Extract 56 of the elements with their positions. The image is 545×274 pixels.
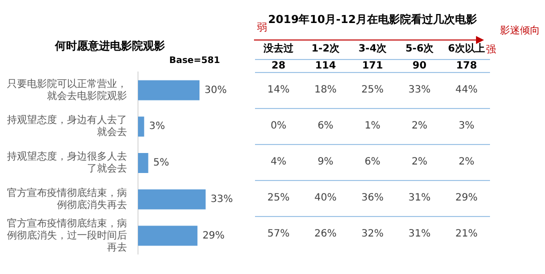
text: 21% [455, 228, 478, 240]
data-label: 29% [202, 230, 225, 242]
category-label: 3-4次 [358, 42, 388, 55]
text: 178 [456, 60, 477, 72]
chart-subtitle: Base=581 [169, 56, 220, 66]
bar [138, 80, 200, 100]
y-tick-label: 只要电影院可以正常营业，就会去电影院观影 [7, 78, 127, 102]
text: 90 [412, 60, 426, 72]
y-tick-label: 官方宣布疫情彻底结束，病例彻底消失，过一段时间后再去 [7, 217, 127, 254]
bar [138, 189, 206, 210]
text: 1% [364, 120, 380, 132]
text: 弱 [257, 22, 267, 34]
text: 32% [361, 228, 384, 240]
y-tick-label: 持观望态度，身边有人去了就会去 [7, 114, 127, 138]
y-tick-label: 官方宣布疫情彻底结束，病例彻底消失再去 [7, 186, 127, 211]
text: 6% [318, 120, 334, 132]
data-label: 33% [210, 194, 233, 205]
data-label: 5% [153, 158, 170, 169]
text: 25% [267, 192, 290, 204]
data-label: 30% [204, 84, 227, 96]
text: 114 [315, 60, 336, 72]
text: 2% [412, 120, 428, 132]
text: 29% [455, 192, 478, 204]
bar [138, 116, 144, 137]
text: 31% [408, 228, 431, 240]
category-label: 没去过 [262, 42, 294, 55]
text: 57% [267, 228, 290, 240]
data-label: 3% [149, 121, 166, 132]
text: 6% [364, 156, 380, 168]
text: 3% [458, 120, 474, 132]
bar [138, 152, 148, 174]
text: 18% [314, 84, 337, 96]
text: 0% [270, 120, 286, 132]
text: 9% [318, 156, 334, 168]
text: 14% [267, 84, 290, 96]
text: 36% [361, 192, 384, 204]
text: 171 [362, 60, 383, 72]
y-tick-label: 持观望态度，身边很多人去了就会去 [7, 150, 127, 175]
text: 2% [412, 156, 428, 168]
text: 2% [458, 156, 474, 168]
text: 40% [314, 192, 337, 204]
text: 31% [408, 192, 431, 204]
bar [138, 226, 198, 246]
text: 4% [270, 156, 286, 168]
text: 44% [455, 84, 478, 96]
category-label: 1-2次 [311, 42, 341, 55]
text: 25% [361, 84, 384, 96]
text: 26% [314, 228, 337, 240]
text: 33% [408, 84, 431, 96]
text: 影迷倾向 [500, 24, 540, 37]
text: 强 [486, 44, 496, 56]
chart-title: 何时愿意进电影院观影 [54, 39, 165, 52]
category-label: 5-6次 [405, 42, 435, 55]
text: 2019年10月-12月在电影院看过几次电影 [268, 12, 477, 26]
text: 28 [272, 60, 286, 72]
category-label: 6次以上 [448, 42, 485, 55]
